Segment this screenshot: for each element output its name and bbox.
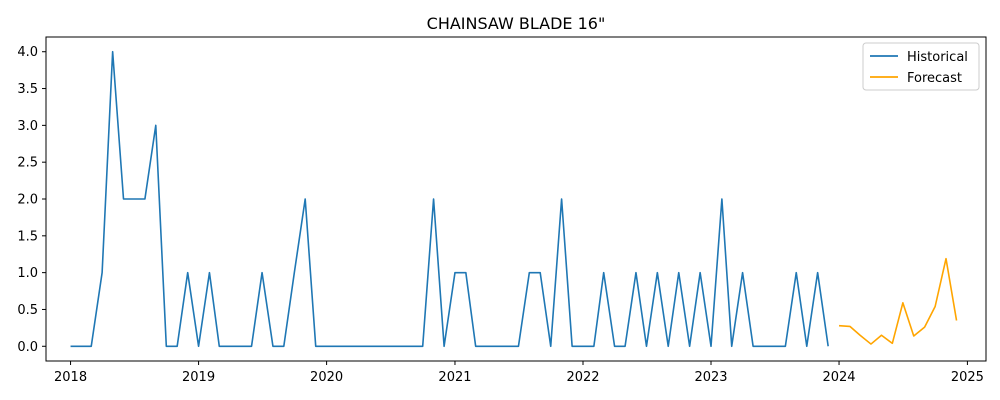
legend-label-historical: Historical [907, 50, 968, 65]
y-axis: 0.0 0.5 1.0 1.5 2.0 2.5 3.0 3.5 4.0 [17, 45, 46, 355]
x-tick-label: 2024 [822, 370, 855, 385]
x-tick-label: 2019 [182, 370, 215, 385]
x-tick-label: 2021 [438, 370, 471, 385]
y-tick-label: 2.5 [17, 156, 38, 171]
y-tick-label: 2.0 [17, 193, 38, 208]
y-tick-label: 0.0 [17, 340, 38, 355]
x-tick-label: 2018 [54, 370, 87, 385]
y-tick-label: 1.0 [17, 266, 38, 281]
plot-area-frame [45, 36, 987, 362]
x-tick-label: 2020 [310, 370, 343, 385]
series-line-forecast [838, 257, 958, 345]
x-tick-label: 2025 [951, 370, 984, 385]
y-tick-label: 1.5 [17, 229, 38, 244]
y-tick-label: 3.5 [17, 82, 38, 97]
x-tick-label: 2022 [566, 370, 599, 385]
x-axis: 2018 2019 2020 2021 2022 2023 2024 2025 [54, 361, 984, 385]
y-tick-label: 3.0 [17, 119, 38, 134]
legend: Historical Forecast [862, 42, 980, 91]
y-tick-label: 0.5 [17, 303, 38, 318]
chart-title: CHAINSAW BLADE 16" [427, 14, 606, 33]
x-tick-label: 2023 [694, 370, 727, 385]
legend-box [862, 42, 980, 91]
y-tick-label: 4.0 [17, 45, 38, 60]
legend-label-forecast: Forecast [907, 71, 962, 86]
series-line-historical [70, 50, 829, 348]
series-layer [70, 50, 958, 348]
